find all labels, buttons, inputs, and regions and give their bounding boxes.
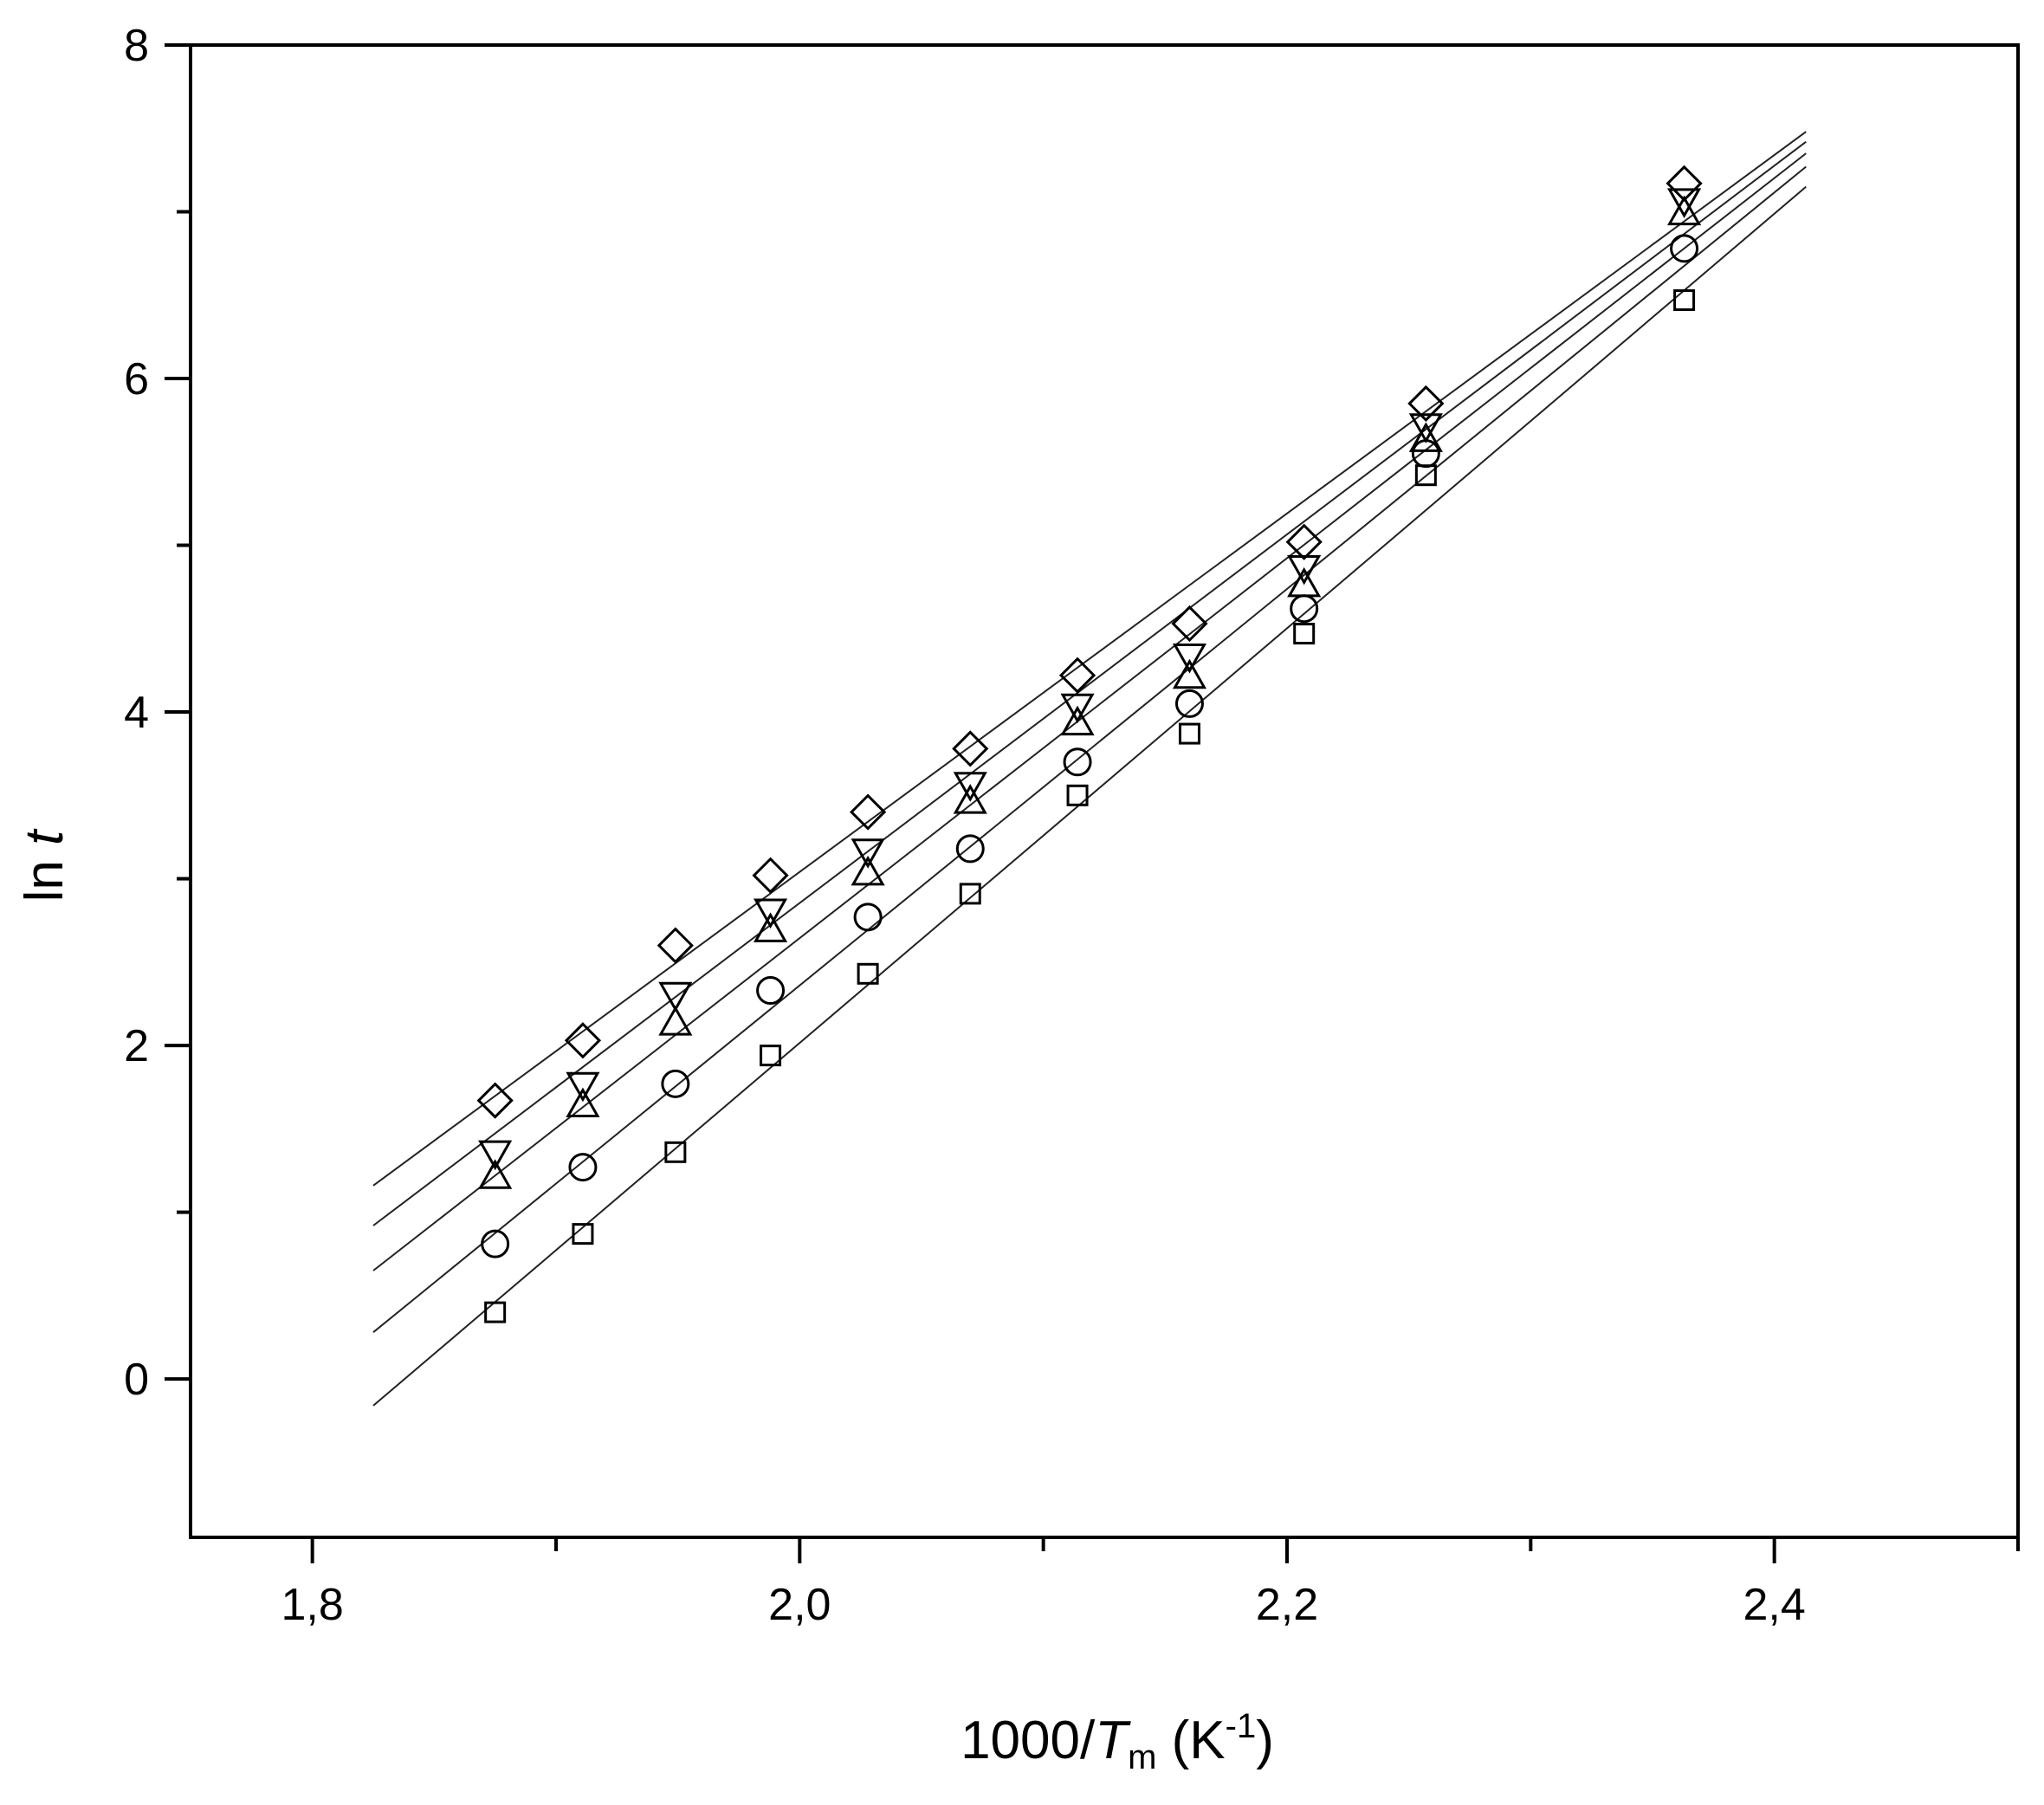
point-diamond xyxy=(1407,385,1445,423)
point-square xyxy=(959,883,981,905)
fit-line-circle xyxy=(372,165,1807,1333)
x-axis-title-sub: m xyxy=(1128,1738,1156,1776)
fit-line-diamond xyxy=(372,131,1807,1187)
plot-frame xyxy=(189,43,2020,1539)
point-square xyxy=(1293,623,1316,645)
data-markers xyxy=(476,165,1703,1323)
point-square xyxy=(760,1045,782,1067)
point-diamond xyxy=(1171,605,1208,643)
point-triangle-up xyxy=(478,1159,513,1189)
point-circle xyxy=(756,976,786,1006)
x-tick-label: 2,2 xyxy=(1256,1580,1318,1630)
point-circle xyxy=(1290,594,1319,624)
point-triangle-down xyxy=(1666,188,1702,218)
x-axis-title-var: T xyxy=(1095,1711,1131,1770)
axis-ticks xyxy=(165,43,2020,1563)
point-triangle-down xyxy=(478,1140,513,1171)
point-diamond xyxy=(1666,165,1703,202)
x-axis-title-close: ) xyxy=(1256,1711,1274,1770)
point-circle xyxy=(481,1229,510,1258)
point-triangle-up xyxy=(953,784,987,814)
x-tick-label: 2,4 xyxy=(1743,1580,1806,1630)
point-diamond xyxy=(752,857,789,894)
point-diamond xyxy=(849,793,887,831)
y-axis-title-var: t xyxy=(15,828,74,845)
point-diamond xyxy=(476,1082,514,1119)
fit-lines xyxy=(372,131,1807,1407)
point-triangle-up xyxy=(1172,658,1207,689)
y-tick-label: 6 xyxy=(124,354,149,404)
x-tick-label: 2,0 xyxy=(768,1580,831,1630)
point-square xyxy=(1178,722,1200,745)
point-diamond xyxy=(657,927,694,964)
point-diamond xyxy=(1285,523,1323,560)
point-triangle-up xyxy=(1287,566,1322,598)
point-circle xyxy=(853,902,883,932)
point-circle xyxy=(1174,689,1204,718)
point-triangle-down xyxy=(1060,693,1095,724)
point-triangle-up xyxy=(1060,705,1095,736)
point-triangle-down xyxy=(1172,643,1207,674)
y-tick-label: 8 xyxy=(124,21,149,71)
y-axis-title: ln t xyxy=(15,828,74,902)
point-triangle-down xyxy=(566,1071,600,1103)
y-axis-title-prefix: ln xyxy=(15,845,74,902)
point-triangle-down xyxy=(658,981,693,1012)
point-circle xyxy=(661,1069,690,1098)
point-square xyxy=(484,1301,507,1323)
point-triangle-down xyxy=(1287,554,1322,585)
fit-line-square xyxy=(372,185,1807,1407)
point-square xyxy=(1673,289,1696,312)
point-square xyxy=(572,1223,594,1245)
point-triangle-up xyxy=(1408,422,1443,452)
y-tick-label: 4 xyxy=(124,688,149,738)
point-triangle-down xyxy=(953,772,987,802)
point-diamond xyxy=(564,1022,602,1059)
x-axis-title: 1000/Tm (K-1) xyxy=(961,1707,1274,1776)
point-square xyxy=(1066,784,1089,806)
tick-labels: 1,8 2,0 2,2 2,4 0 2 4 6 8 xyxy=(124,21,1806,1630)
fit-line-triangle-down xyxy=(372,140,1807,1226)
x-axis-title-unit: (K xyxy=(1156,1711,1225,1770)
x-axis-title-sup: -1 xyxy=(1226,1707,1257,1745)
x-axis-title-prefix: 1000/ xyxy=(961,1711,1096,1770)
point-triangle-up xyxy=(851,855,885,886)
point-triangle-up xyxy=(753,912,788,942)
point-triangle-down xyxy=(753,898,788,929)
point-triangle-down xyxy=(851,838,885,869)
y-tick-label: 0 xyxy=(124,1355,149,1405)
point-square xyxy=(857,962,879,985)
point-circle xyxy=(1063,747,1092,777)
point-diamond xyxy=(1058,657,1096,694)
y-tick-label: 2 xyxy=(124,1021,149,1071)
point-diamond xyxy=(952,730,989,767)
point-circle xyxy=(955,834,985,864)
point-circle xyxy=(1670,234,1699,263)
point-circle xyxy=(1411,439,1440,469)
point-triangle-up xyxy=(658,1006,693,1036)
x-tick-label: 1,8 xyxy=(281,1580,344,1630)
point-circle xyxy=(568,1153,598,1182)
fit-line-triangle-up xyxy=(372,152,1807,1271)
point-triangle-up xyxy=(566,1087,600,1118)
point-triangle-up xyxy=(1666,195,1702,226)
point-square xyxy=(664,1141,687,1163)
point-triangle-down xyxy=(1408,413,1443,443)
